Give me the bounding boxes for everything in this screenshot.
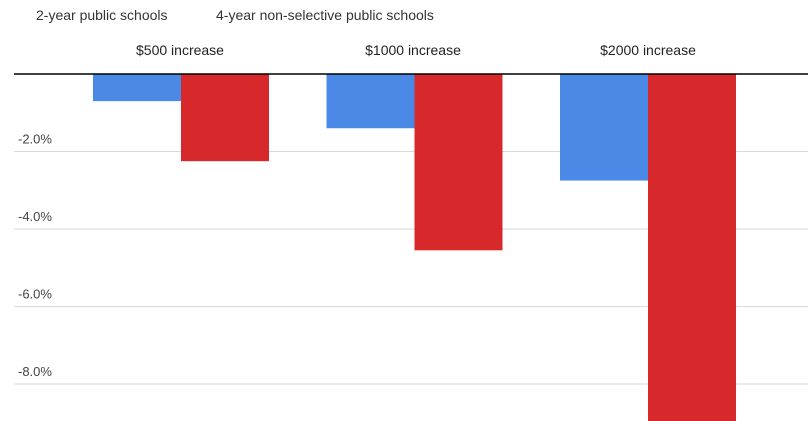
bar-4-year-2 (648, 74, 736, 421)
bars (93, 74, 736, 421)
bar-2-year-0 (93, 74, 181, 102)
legend-entry-2-year: 2-year public schools (36, 7, 168, 23)
y-tick-label: -2.0% (18, 132, 52, 147)
bar-2-year-1 (326, 74, 415, 129)
legend-entry-4-year: 4-year non-selective public schools (216, 7, 434, 23)
category-labels: $500 increase $1000 increase $2000 incre… (136, 42, 696, 58)
category-label-2000: $2000 increase (600, 42, 696, 58)
bar-2-year-2 (560, 74, 648, 181)
y-tick-label: -4.0% (18, 209, 52, 224)
bar-4-year-0 (181, 74, 269, 162)
y-tick-labels: -2.0% -4.0% -6.0% -8.0% (18, 132, 52, 380)
bar-4-year-1 (414, 74, 503, 251)
legend: 2-year public schools 4-year non-selecti… (36, 7, 434, 23)
category-label-500: $500 increase (136, 42, 224, 58)
y-tick-label: -8.0% (18, 364, 52, 379)
y-tick-label: -6.0% (18, 287, 52, 302)
category-label-1000: $1000 increase (365, 42, 461, 58)
